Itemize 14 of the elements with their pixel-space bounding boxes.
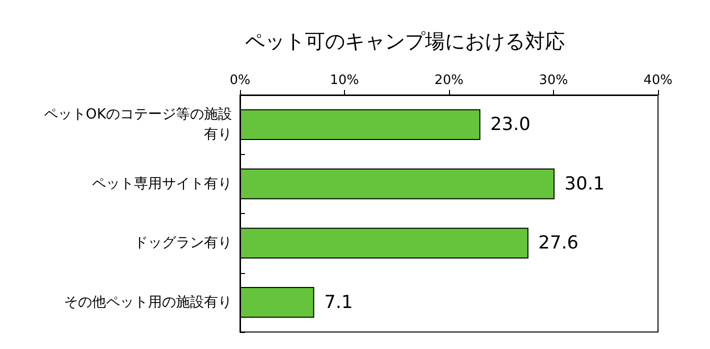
- x-tick-label: 30%: [539, 73, 568, 88]
- x-tick-label: 0%: [230, 73, 250, 88]
- x-tick-label: 20%: [434, 73, 464, 88]
- data-label: 7.1: [324, 292, 353, 313]
- x-tick-label: 40%: [644, 73, 672, 88]
- data-label: 30.1: [564, 173, 605, 194]
- data-label: 23.0: [490, 114, 530, 136]
- chart-title: ペット可のキャンプ場における対応: [245, 29, 565, 53]
- x-tick-label: 10%: [330, 73, 359, 88]
- y-tick-label: ペット専用サイト有り: [92, 176, 232, 192]
- y-tick-label: ドッグラン有り: [134, 235, 232, 252]
- data-label: 27.6: [538, 232, 578, 254]
- y-tick-label: ペットOKのコテージ等の施設有り: [44, 106, 232, 143]
- y-tick-label: その他ペット用の施設有り: [64, 294, 232, 310]
